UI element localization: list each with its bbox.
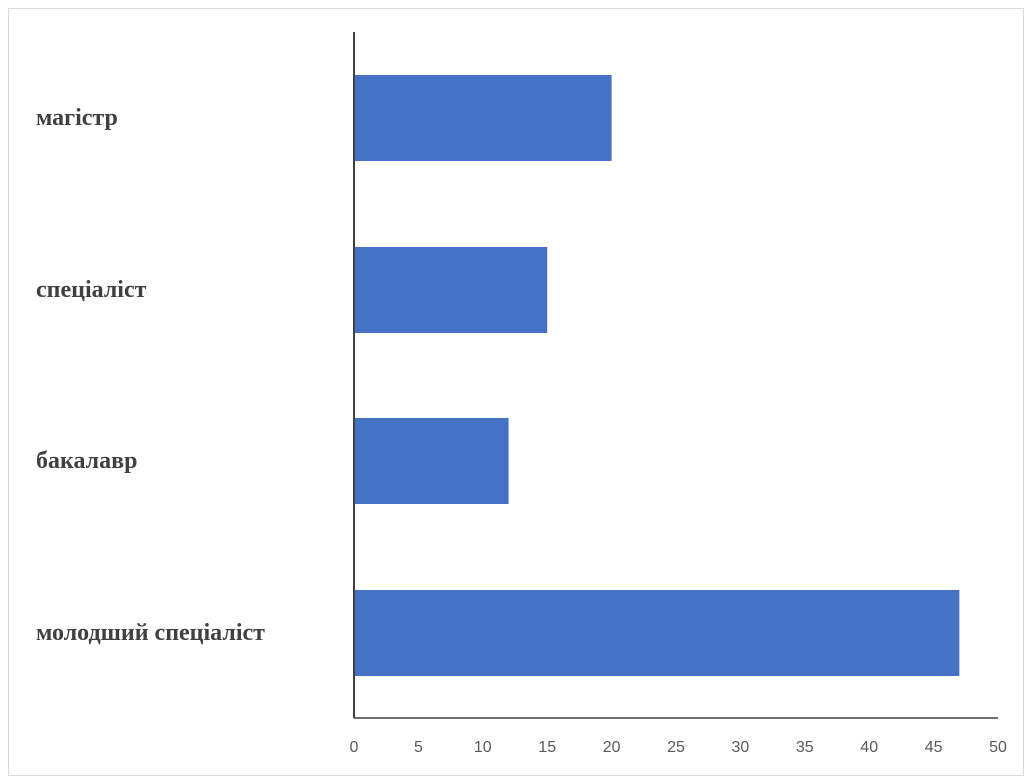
x-tick-label: 40 bbox=[860, 739, 878, 756]
x-tick-label: 25 bbox=[667, 739, 685, 756]
x-tick-label: 0 bbox=[350, 739, 359, 756]
x-tick-label: 30 bbox=[732, 739, 750, 756]
x-tick-label: 5 bbox=[414, 739, 423, 756]
category-label: бакалавр bbox=[36, 448, 137, 474]
x-axis-ticks: 0 5 10 15 20 25 30 35 40 45 50 bbox=[350, 739, 1007, 756]
bars-group bbox=[354, 75, 960, 676]
category-label: магістр bbox=[36, 105, 118, 131]
x-tick-label: 45 bbox=[925, 739, 943, 756]
bar-2 bbox=[354, 418, 509, 504]
bar-3 bbox=[354, 247, 548, 333]
x-tick-label: 50 bbox=[989, 739, 1007, 756]
category-label: молодший спеціаліст bbox=[36, 620, 265, 646]
category-labels: молодший спеціаліст бакалавр спеціаліст маг… bbox=[36, 105, 265, 646]
bar-4 bbox=[354, 75, 612, 161]
category-label: спеціаліст bbox=[36, 277, 147, 303]
bar-1 bbox=[354, 590, 960, 676]
x-tick-label: 10 bbox=[474, 739, 492, 756]
x-tick-label: 20 bbox=[603, 739, 621, 756]
x-tick-label: 15 bbox=[538, 739, 556, 756]
x-tick-label: 35 bbox=[796, 739, 814, 756]
